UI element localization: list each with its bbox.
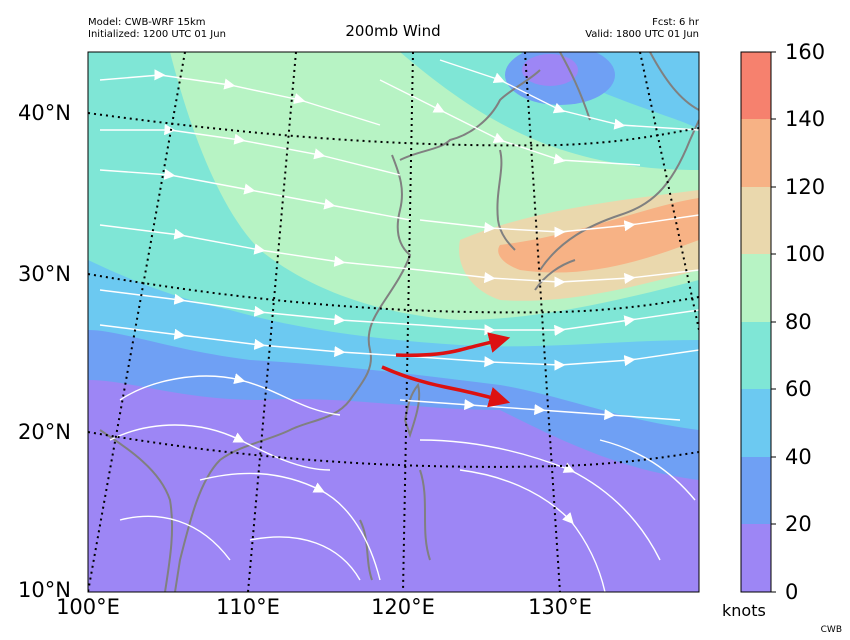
jet-annotation-arrows [381, 332, 511, 408]
colorbar-tick-60: 60 [785, 377, 812, 401]
wind-speed-field [88, 52, 699, 592]
colorbar-tick-20: 20 [785, 512, 812, 536]
map-title: 200mb Wind [345, 22, 441, 40]
colorbar-tick-120: 120 [785, 175, 826, 199]
jet-arrow-south [381, 365, 511, 408]
jet-arrow-north [395, 332, 511, 358]
colorbar-tick-0: 0 [785, 580, 799, 604]
map-frame [87, 51, 700, 593]
colorbar-tick-100: 100 [785, 242, 826, 266]
graticule [88, 52, 699, 592]
colorbar-tick-160: 160 [785, 40, 826, 64]
lat-label-20n: 20°N [18, 420, 71, 444]
colorbar-tick-80: 80 [785, 310, 812, 334]
lat-label-40n: 40°N [18, 101, 71, 125]
colorbar-tick-140: 140 [785, 107, 826, 131]
lon-label-110e: 110°E [216, 595, 280, 619]
lon-label-130e: 130°E [528, 595, 592, 619]
colorbar [740, 51, 776, 593]
colorbar-tick-40: 40 [785, 445, 812, 469]
forecast-label: Fcst: 6 hr [652, 17, 699, 28]
lon-label-100e: 100°E [56, 595, 120, 619]
valid-time-label: Valid: 1800 UTC 01 Jun [585, 29, 699, 40]
lon-label-120e: 120°E [371, 595, 435, 619]
lat-label-30n: 30°N [18, 262, 71, 286]
streamlines [99, 59, 699, 592]
lat-label-10n: 10°N [18, 578, 71, 602]
credit-label: CWB [820, 625, 842, 635]
colorbar-units: knots [722, 601, 766, 620]
initialized-label: Initialized: 1200 UTC 01 Jun [88, 29, 226, 40]
model-label: Model: CWB-WRF 15km [88, 17, 206, 28]
